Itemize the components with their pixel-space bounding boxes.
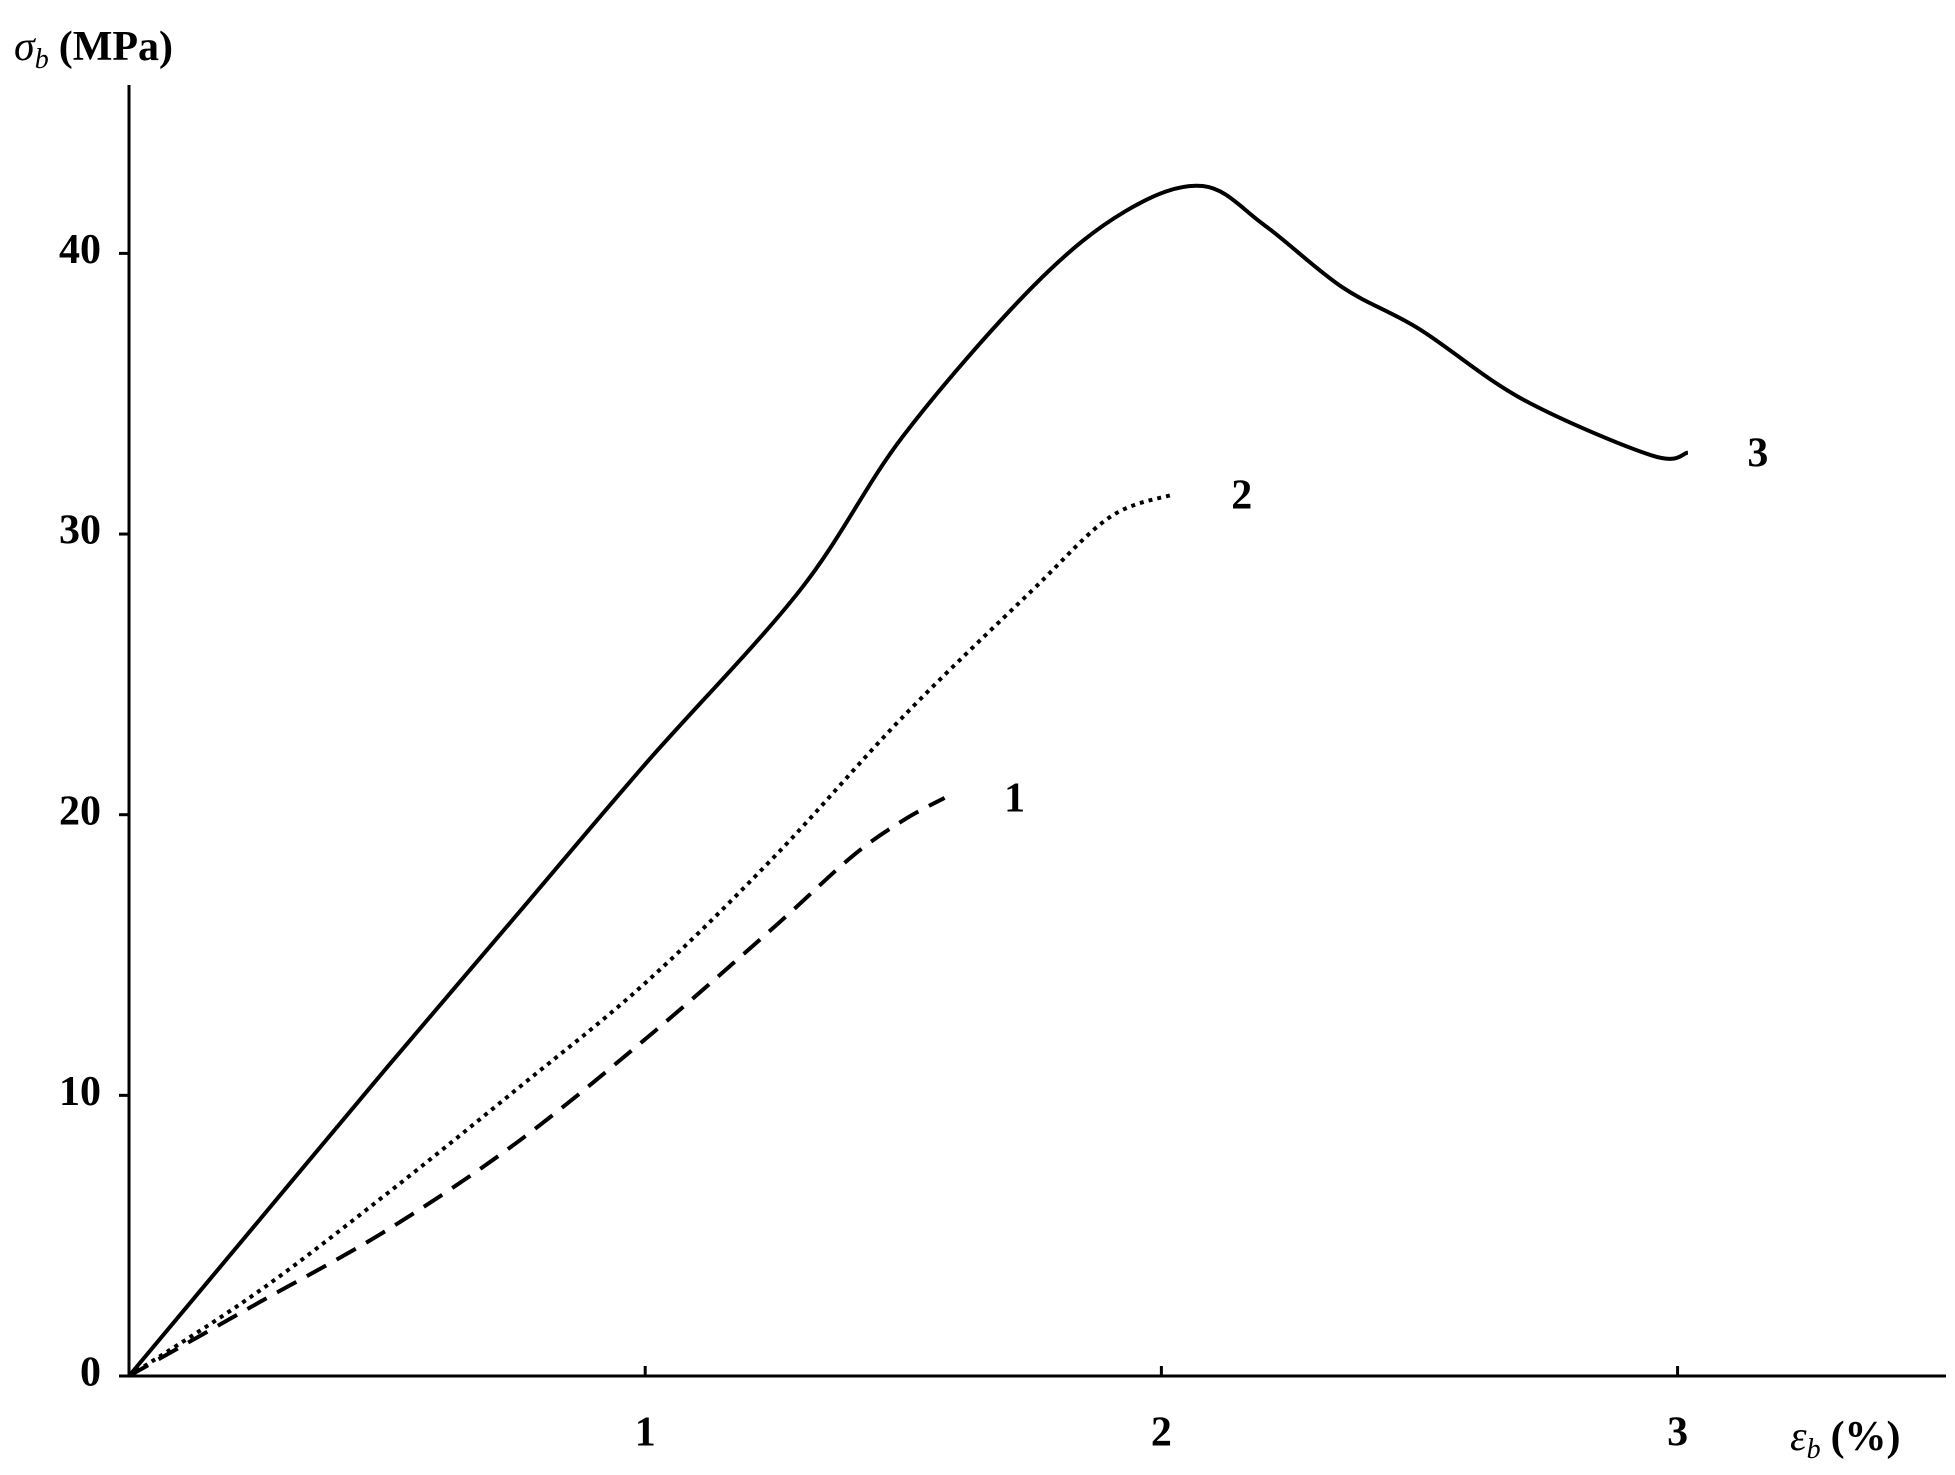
series-label: 1 (1004, 775, 1025, 821)
series-label: 3 (1747, 430, 1768, 476)
y-tick-label: 40 (59, 227, 101, 273)
y-tick-label: 0 (80, 1350, 101, 1396)
series-line (127, 492, 1173, 1378)
x-label-unit: (%) (1831, 1414, 1901, 1460)
series-label: 2 (1231, 472, 1252, 518)
y-tick-label: 10 (59, 1069, 101, 1115)
x-axis-label: εb (%) (1790, 1414, 1901, 1466)
y-tick-label: 30 (59, 508, 101, 554)
series-line (127, 183, 1689, 1378)
x-tick-label: 2 (1151, 1410, 1172, 1456)
y-axis-label: σb (MPa) (14, 24, 173, 76)
y-label-unit: (MPa) (59, 24, 173, 70)
y-tick-label: 20 (59, 788, 101, 834)
x-tick-label: 1 (635, 1410, 656, 1456)
x-label-subscript: b (1807, 1434, 1821, 1465)
series-line (128, 796, 946, 1378)
x-tick-label: 3 (1667, 1410, 1688, 1456)
x-label-symbol: ε (1790, 1414, 1807, 1460)
y-label-symbol: σ (14, 24, 37, 70)
y-label-subscript: b (35, 44, 49, 75)
